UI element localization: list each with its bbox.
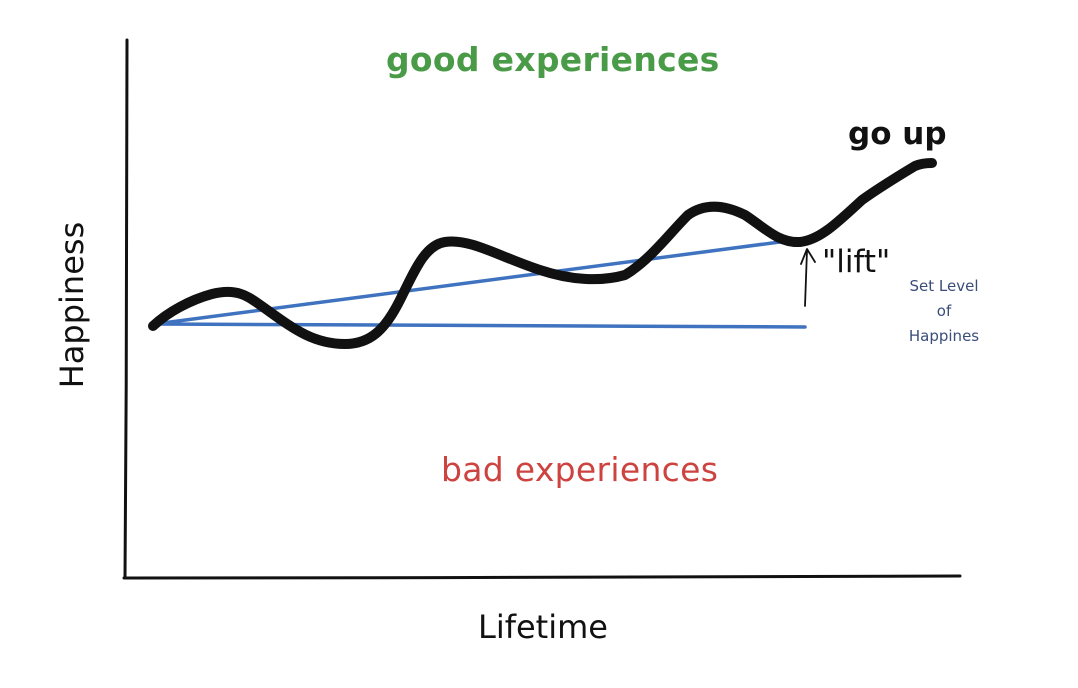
set-level-label-line-2: of xyxy=(936,302,952,320)
go-up-label: go up xyxy=(848,116,947,152)
set-level-label-line-3: Happines xyxy=(908,327,980,345)
good-experiences-label: good experiences xyxy=(386,40,720,79)
happiness-curve xyxy=(148,158,937,349)
y-axis-label: Happiness xyxy=(53,221,91,389)
x-axis-label: Lifetime xyxy=(478,608,608,646)
y-axis-line xyxy=(123,38,129,580)
set-level-label-line-1: Set Level xyxy=(909,277,979,295)
lift-arrow-icon xyxy=(800,248,816,307)
set-level-label: Set Level of Happines xyxy=(896,274,992,349)
bad-experiences-label: bad experiences xyxy=(441,450,719,489)
rising-level-line xyxy=(153,238,797,326)
set-level-line xyxy=(153,322,807,329)
lift-label: "lift" xyxy=(822,244,891,280)
x-axis-line xyxy=(122,574,962,580)
